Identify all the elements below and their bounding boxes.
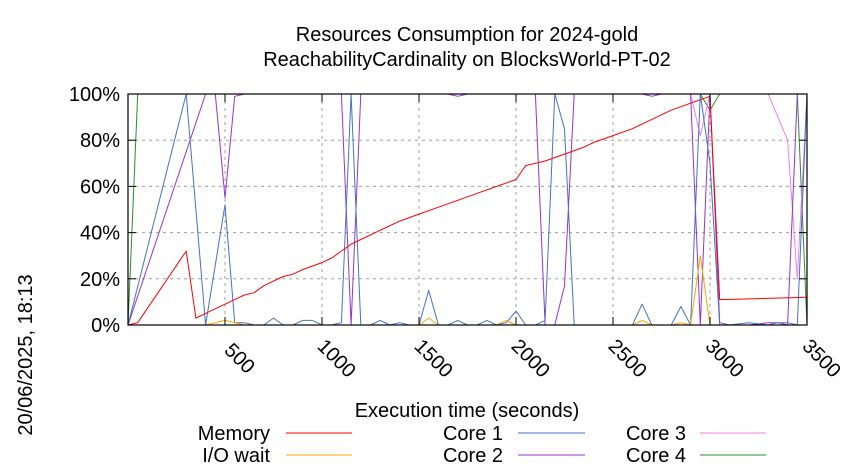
plot-frame xyxy=(127,93,808,326)
y-tick-label: 100% xyxy=(69,84,120,106)
x-tick-label: 500 xyxy=(220,339,259,378)
legend-label-core-3: Core 3 xyxy=(626,423,686,445)
x-axis-ticks: 500 1000 1500 2000 2500 3000 3500 xyxy=(220,94,845,382)
chart-title-line-1: Resources Consumption for 2024-gold xyxy=(296,24,638,46)
y-tick-label: 80% xyxy=(80,130,120,152)
series-lines xyxy=(127,93,808,326)
x-tick-label: 1500 xyxy=(410,335,457,382)
x-tick-label: 2000 xyxy=(507,335,554,382)
x-tick-label: 1000 xyxy=(313,335,360,382)
timestamp-label: 20/06/2025, 18:13 xyxy=(15,274,37,435)
y-tick-label: 0% xyxy=(91,315,120,337)
x-tick-label: 3500 xyxy=(798,335,845,382)
legend-label-core-4: Core 4 xyxy=(626,445,686,467)
chart-title-line-2: ReachabilityCardinality on BlocksWorld-P… xyxy=(263,49,671,71)
y-tick-label: 40% xyxy=(80,223,120,245)
y-axis-ticks: 0% 20% 40% 60% 80% 100% xyxy=(69,84,807,337)
legend-label-memory: Memory xyxy=(198,423,270,445)
legend-label-core-2: Core 2 xyxy=(443,445,503,467)
x-axis-label: Execution time (seconds) xyxy=(355,400,580,422)
x-tick-label: 2500 xyxy=(604,335,651,382)
x-tick-label: 3000 xyxy=(701,335,748,382)
grid xyxy=(128,94,807,325)
legend-label-core-1: Core 1 xyxy=(443,423,503,445)
series-line-core-3 xyxy=(128,93,808,280)
series-line-memory xyxy=(127,95,808,326)
legend-label-i-o-wait: I/O wait xyxy=(202,445,270,467)
y-tick-label: 20% xyxy=(80,269,120,291)
y-tick-label: 60% xyxy=(80,176,120,198)
